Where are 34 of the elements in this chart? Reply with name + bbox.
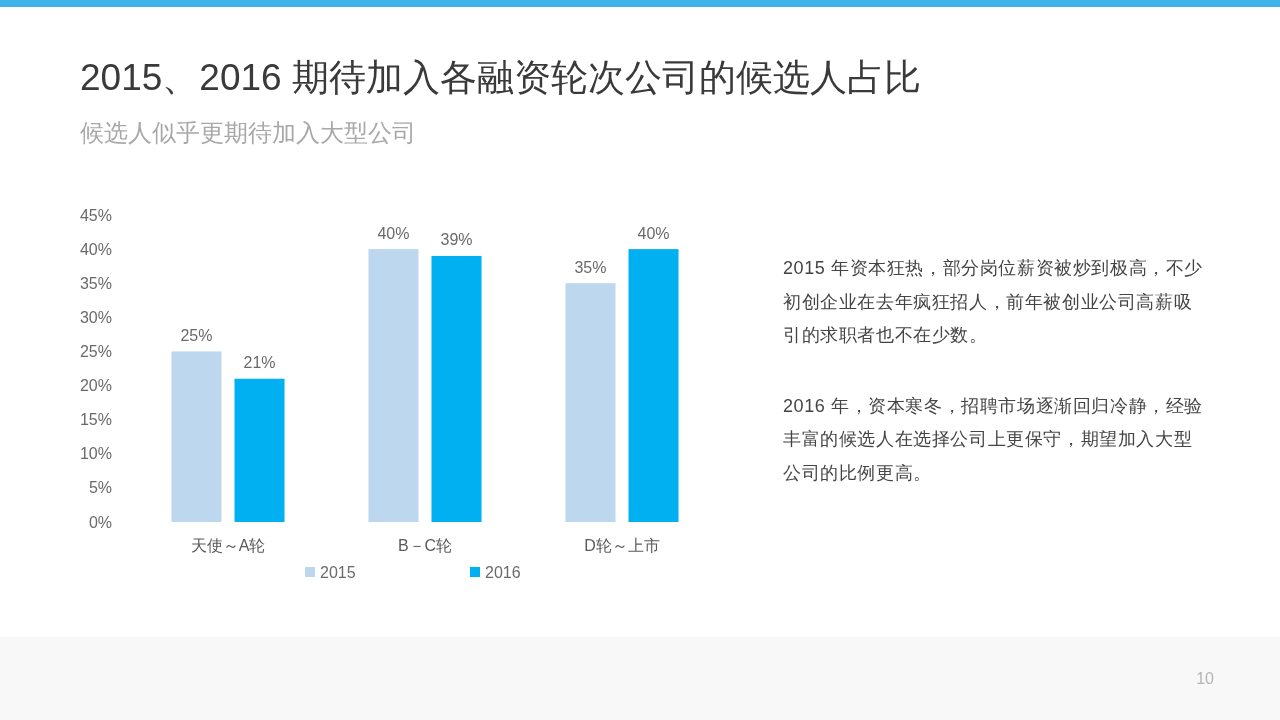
bar bbox=[565, 283, 616, 522]
x-tick-label: B－C轮 bbox=[397, 537, 453, 554]
bar bbox=[234, 378, 285, 522]
chart-title: 2015、2016 期待加入各融资轮次公司的候选人占比 bbox=[80, 57, 921, 98]
legend-label: 2016 bbox=[485, 564, 521, 581]
bar bbox=[628, 249, 679, 522]
data-label: 35% bbox=[574, 258, 607, 276]
data-label: 40% bbox=[377, 224, 410, 242]
x-tick-label: 天使～A轮 bbox=[190, 537, 266, 554]
y-tick-label: 25% bbox=[79, 342, 112, 360]
x-tick-label: D轮～上市 bbox=[584, 537, 660, 554]
y-tick-label: 10% bbox=[79, 445, 112, 463]
text: 10 bbox=[1196, 670, 1214, 688]
legend-item: 2015 bbox=[305, 564, 356, 581]
y-tick-label: 20% bbox=[79, 377, 112, 395]
bar bbox=[368, 249, 419, 522]
legend-label: 2015 bbox=[320, 564, 356, 581]
bar bbox=[431, 255, 482, 522]
data-label: 39% bbox=[440, 231, 473, 249]
y-tick-label: 30% bbox=[79, 308, 112, 326]
y-tick-label: 5% bbox=[88, 479, 112, 497]
y-tick-label: 35% bbox=[79, 274, 112, 292]
legend-item: 2016 bbox=[470, 564, 521, 581]
data-label: 25% bbox=[180, 326, 213, 344]
y-tick-label: 45% bbox=[79, 206, 112, 224]
y-tick-label: 0% bbox=[88, 513, 112, 531]
y-tick-label: 40% bbox=[79, 240, 112, 258]
text: 2016 年，资本寒冬，招聘市场逐渐回归冷静，经验丰富的候选人在选择公司上更保守，期望加入大型公司的比例更高。 bbox=[783, 394, 1205, 485]
text: 2015 年资本狂热，部分岗位薪资被炒到极高，不少初创企业在去年疯狂招人，前年被创业公司高薪吸引的求职者也不在少数。 bbox=[783, 257, 1205, 347]
y-tick-label: 15% bbox=[79, 411, 112, 429]
chart-subtitle: 候选人似乎更期待加入大型公司 bbox=[80, 119, 416, 146]
bar bbox=[171, 351, 222, 522]
data-label: 21% bbox=[243, 354, 276, 372]
data-label: 40% bbox=[637, 224, 670, 242]
